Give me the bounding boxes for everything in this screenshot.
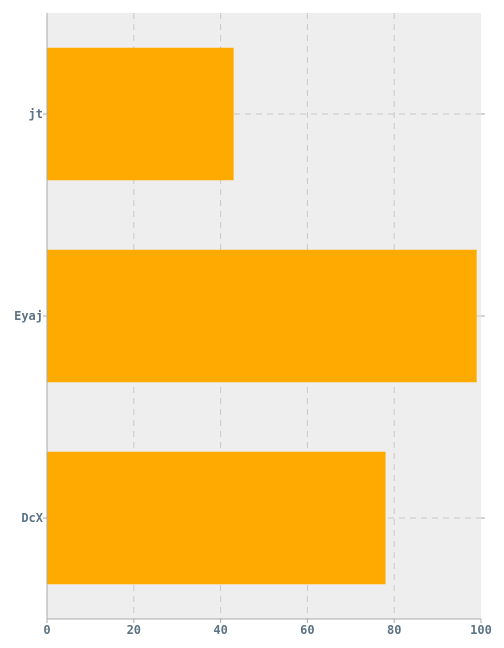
bars <box>47 47 477 585</box>
x-tick-label: 20 <box>127 623 141 637</box>
bar-jt <box>47 47 234 181</box>
axes <box>43 13 485 623</box>
y-tick-label: DcX <box>21 511 43 525</box>
x-tick-label: 40 <box>213 623 227 637</box>
bar-dcx <box>47 451 386 585</box>
y-tick-label: Eyaj <box>14 309 43 323</box>
bar-eyaj <box>47 249 477 383</box>
y-tick-label: jt <box>29 107 43 121</box>
x-tick-label: 80 <box>387 623 401 637</box>
x-tick-label: 100 <box>470 623 492 637</box>
tick-labels: 0 20 40 60 80 100 jt Eyaj DcX <box>14 107 492 637</box>
x-tick-label: 0 <box>43 623 50 637</box>
x-tick-label: 60 <box>300 623 314 637</box>
